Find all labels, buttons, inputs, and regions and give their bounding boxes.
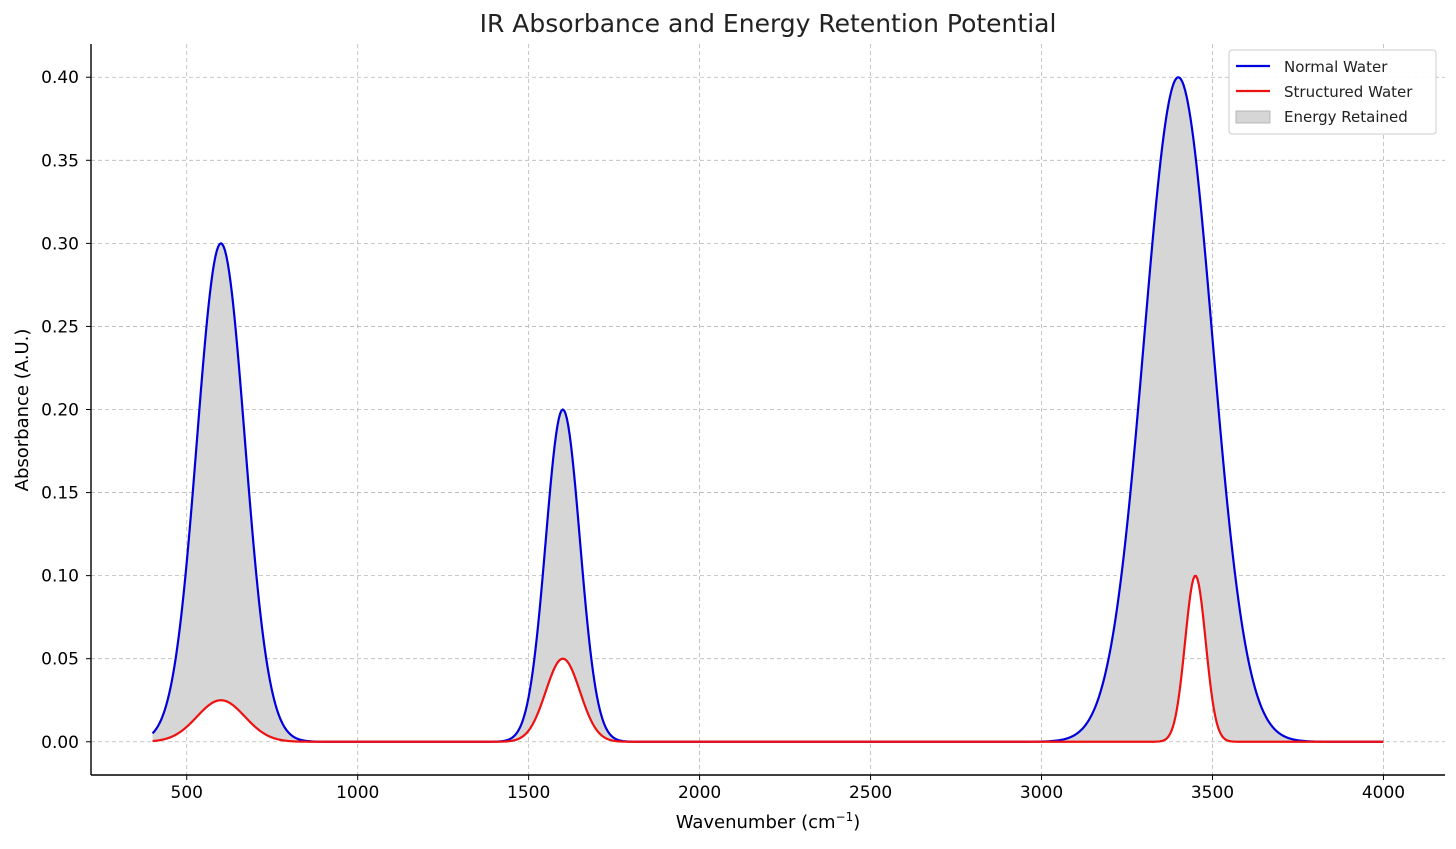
x-tick-label: 2000: [678, 783, 721, 803]
y-tick-label: 0.35: [41, 151, 79, 171]
legend-label-energy-retained: Energy Retained: [1284, 108, 1408, 126]
x-tick-label: 3500: [1191, 783, 1234, 803]
legend-label-normal-water: Normal Water: [1284, 58, 1388, 76]
y-tick-label: 0.05: [41, 650, 79, 670]
legend-label-structured-water: Structured Water: [1284, 83, 1413, 101]
x-axis-label-superscript: −1: [836, 810, 854, 824]
x-tick-label: 3000: [1020, 783, 1063, 803]
chart-title: IR Absorbance and Energy Retention Poten…: [480, 9, 1057, 38]
legend-entry-structured-water: Structured Water: [1236, 83, 1413, 101]
legend-entry-energy-retained: Energy Retained: [1235, 108, 1408, 126]
legend: Normal Water Structured Water Energy Ret…: [1228, 49, 1437, 135]
x-tick-label: 1000: [336, 783, 379, 803]
legend-frame: [1228, 49, 1437, 135]
y-tick-label: 0.40: [41, 68, 79, 88]
x-axis-label-end: ): [853, 812, 860, 833]
series-layer: [151, 76, 1384, 743]
structured-water-line: [152, 574, 1384, 743]
y-tick-label: 0.30: [41, 234, 79, 254]
y-tick-label: 0.00: [41, 733, 79, 753]
y-tick-label: 0.25: [41, 317, 79, 337]
y-tick-label: 0.20: [41, 401, 79, 421]
x-axis-label: Wavenumber (cm−1): [676, 810, 861, 833]
x-tick-label: 500: [171, 783, 203, 803]
x-tick-label: 2500: [849, 783, 892, 803]
tick-labels: 500 1000 1500 2000 2500 3000 3500 4000 0.00 0.05 0…: [41, 68, 1405, 803]
axes: [86, 44, 1445, 780]
y-tick-label: 0.10: [41, 567, 79, 587]
x-tick-label: 4000: [1362, 783, 1405, 803]
y-axis-label: Absorbance (A.U.): [12, 329, 33, 492]
x-tick-label: 1500: [507, 783, 550, 803]
legend-swatch-energy-retained: [1235, 110, 1271, 124]
x-axis-label-main: Wavenumber (cm: [676, 812, 836, 833]
legend-entry-normal-water: Normal Water: [1236, 58, 1388, 76]
y-tick-label: 0.15: [41, 484, 79, 504]
